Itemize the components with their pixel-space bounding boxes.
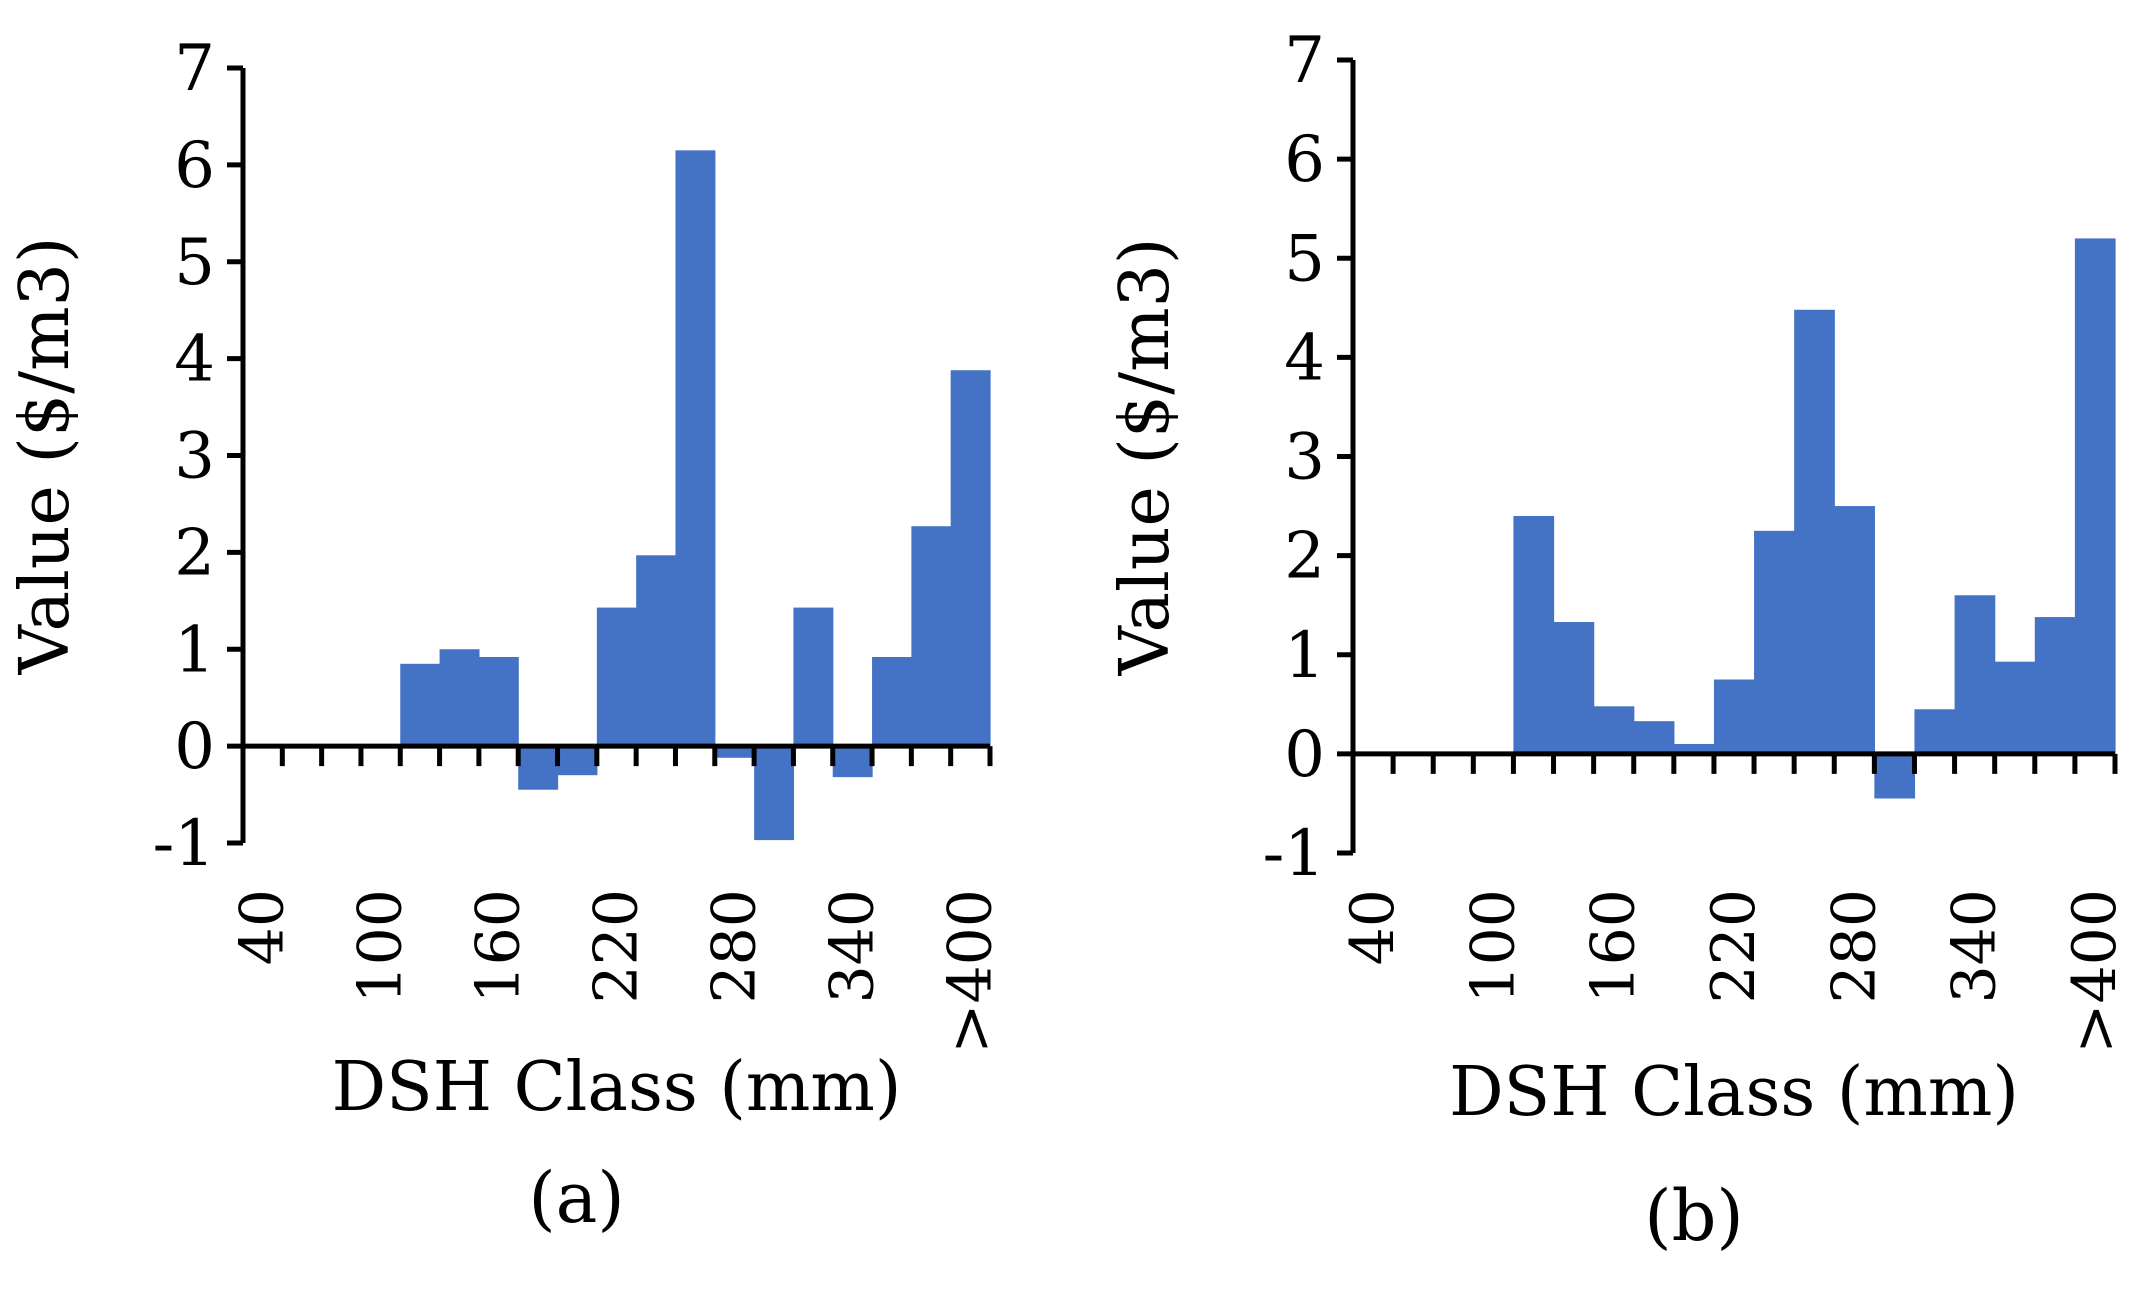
bar->400 (2074, 238, 2116, 754)
bar-180 (1633, 721, 1675, 754)
bar-300 (1874, 753, 1916, 799)
y-tick-label: 3 (1284, 421, 1325, 495)
x-axis-title: DSH Class (mm) (1449, 1053, 2019, 1132)
x-tick-label: >400 (2060, 889, 2130, 1054)
x-tick-label: 340 (817, 889, 887, 1004)
y-tick-label: 4 (1284, 321, 1325, 395)
y-tick-label: 2 (174, 516, 215, 590)
bar-260 (675, 150, 716, 747)
bar-160 (1593, 706, 1635, 754)
x-tick-label: 220 (582, 889, 652, 1004)
x-tick-label: 40 (228, 889, 298, 965)
bar-320 (1914, 709, 1956, 754)
y-tick-label: 4 (174, 323, 215, 397)
bar->400 (950, 370, 991, 747)
bar-340 (832, 746, 873, 778)
bar-360 (872, 657, 912, 747)
x-tick-label: 280 (699, 889, 769, 1004)
bar-180 (518, 746, 559, 790)
y-tick-label: 5 (1284, 222, 1325, 296)
bar-120 (1513, 515, 1555, 754)
x-tick-label: >400 (935, 889, 1005, 1054)
bar-160 (478, 657, 519, 747)
bar-380 (911, 526, 952, 747)
y-tick-label: 1 (1284, 619, 1325, 693)
bar-360 (1994, 661, 2036, 754)
bar-260 (1794, 309, 1835, 754)
y-tick-label: 3 (174, 420, 215, 494)
x-tick-label: 160 (1579, 889, 1649, 1004)
x-axis-title: DSH Class (mm) (332, 1048, 902, 1127)
x-tick-label: 340 (1940, 889, 2010, 1004)
x-tick-label: 280 (1819, 889, 1889, 1004)
x-tick-label: 100 (346, 889, 416, 1004)
x-tick-label: 160 (464, 889, 534, 1004)
bar-140 (439, 649, 480, 747)
y-tick-label: 0 (174, 710, 215, 784)
x-tick-label: 100 (1458, 889, 1528, 1004)
y-tick-label: 2 (1284, 520, 1325, 594)
panel-b: -1 0 1 2 3 4 5 6 7 40 100 160 220 280 340 >400 Value ($/… (1106, 24, 2130, 1257)
x-tick-label: 40 (1338, 889, 1408, 965)
y-axis-title: Value ($/m3) (6, 237, 85, 676)
y-tick-label: 6 (174, 129, 215, 203)
bar-300 (754, 746, 795, 841)
y-tick-label: 6 (1284, 123, 1325, 197)
bar-220 (1713, 679, 1755, 754)
bar-280 (714, 746, 755, 758)
panel-label: (a) (528, 1157, 624, 1239)
bar-340 (1954, 595, 1996, 754)
bar-320 (793, 607, 834, 747)
bar-120 (400, 663, 441, 747)
bar-280 (1834, 506, 1875, 754)
y-tick-label: 7 (1284, 24, 1325, 98)
panel-label: (b) (1644, 1175, 1743, 1257)
bar-220 (596, 607, 637, 747)
y-tick-label: -1 (153, 807, 215, 881)
x-tick-label: 220 (1699, 889, 1769, 1004)
bar-380 (2034, 617, 2076, 754)
y-tick-label: 7 (174, 32, 215, 106)
bar-240 (636, 555, 677, 747)
y-tick-label: -1 (1263, 817, 1325, 891)
panel-a: -1 0 1 2 3 4 5 6 7 40 100 160 220 280 340 >400 Value ($/… (6, 32, 1005, 1239)
y-axis-title: Value ($/m3) (1106, 238, 1185, 677)
bar-240 (1754, 530, 1795, 754)
y-tick-label: 5 (174, 226, 215, 300)
y-tick-label: 1 (174, 613, 215, 687)
y-tick-label: 0 (1284, 718, 1325, 792)
bar-140 (1553, 622, 1595, 754)
bar-200 (1673, 743, 1715, 754)
bar-200 (557, 746, 598, 776)
